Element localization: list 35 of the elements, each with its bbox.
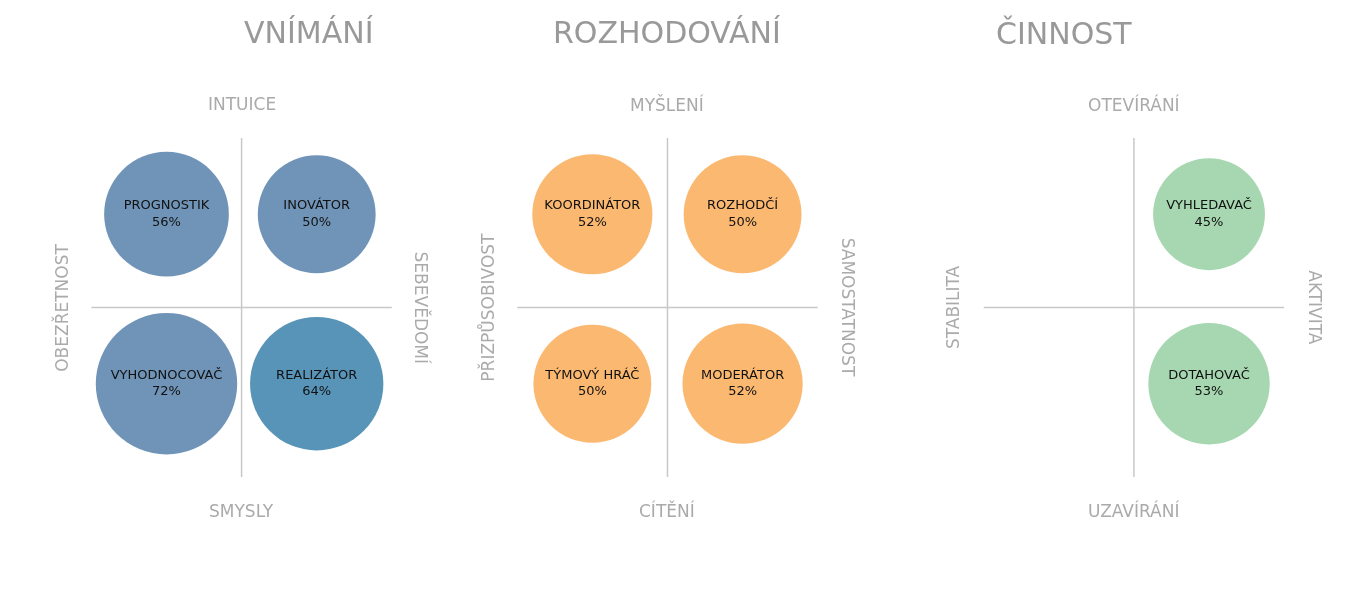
data-label: 50% <box>302 213 332 229</box>
text: CÍTĚNÍ <box>639 500 695 521</box>
data-label: 52% <box>728 383 758 399</box>
category-label: DOTAHOVAČ <box>1168 366 1250 382</box>
data-label: 56% <box>152 213 181 229</box>
data-label: 50% <box>728 213 758 229</box>
text: SAMOSTATNOST <box>838 237 859 377</box>
category-label: KOORDINÁTOR <box>544 197 641 213</box>
category-label: INOVÁTOR <box>283 197 351 213</box>
data-label: 45% <box>1194 213 1224 229</box>
category-label: PROGNOSTIK <box>123 197 210 213</box>
data-label: 50% <box>577 383 607 399</box>
data-label: 52% <box>577 213 607 229</box>
data-label: 64% <box>302 383 332 399</box>
category-label: VYHODNOCOVAČ <box>110 366 223 382</box>
category-label: TÝMOVÝ HRÁČ <box>544 366 640 382</box>
text: STABILITA <box>943 265 964 350</box>
text: SEBEVĚDOMÍ <box>411 251 433 365</box>
data-label: 53% <box>1194 383 1224 399</box>
category-label: REALIZÁTOR <box>276 366 358 382</box>
text: SMYSLY <box>209 501 274 521</box>
text: ROZHODOVÁNÍ <box>553 15 781 50</box>
text: VNÍMÁNÍ <box>244 15 374 50</box>
text: OBEZŘETNOST <box>50 243 72 372</box>
category-label: VYHLEDAVAČ <box>1166 197 1252 213</box>
text: OTEVÍRÁNÍ <box>1088 94 1180 115</box>
text: UZAVÍRÁNÍ <box>1088 500 1180 521</box>
data-label: 72% <box>152 383 181 399</box>
text: AKTIVITA <box>1304 270 1325 345</box>
text: INTUICE <box>208 94 277 114</box>
text: MYŠLENÍ <box>630 94 704 115</box>
category-label: MODERÁTOR <box>700 366 785 382</box>
text: PŘIZPŮSOBIVOST <box>476 232 498 382</box>
text: ČINNOST <box>996 15 1133 51</box>
category-label: ROZHODČÍ <box>707 197 779 213</box>
